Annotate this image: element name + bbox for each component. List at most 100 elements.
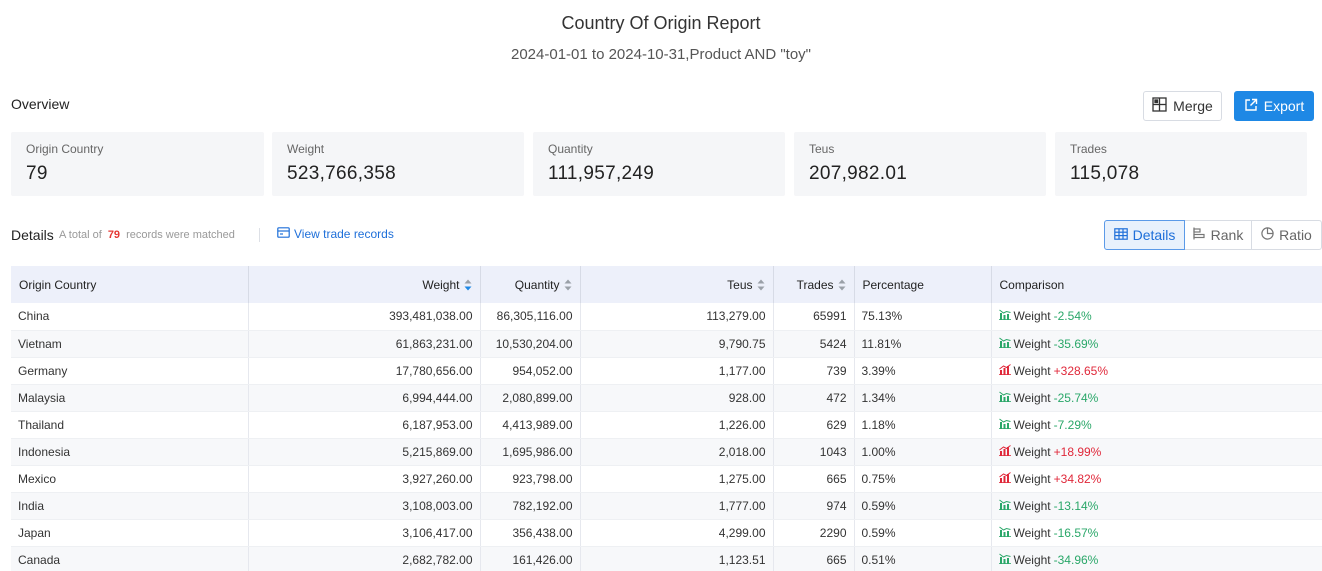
cell-country: Canada xyxy=(11,546,249,571)
cell-comparison: Weight -25.74% xyxy=(991,384,1322,412)
cell-percentage: 75.13% xyxy=(854,303,992,331)
report-subtitle: 2024-01-01 to 2024-10-31,Product AND "to… xyxy=(511,46,811,63)
trend-down-icon xyxy=(998,526,1011,540)
cell-trades: 629 xyxy=(773,411,855,439)
cell-teus: 9,790.75 xyxy=(580,330,774,358)
cell-trades: 1043 xyxy=(773,438,855,466)
col-header-quantity-label: Quantity xyxy=(514,277,560,292)
cell-comparison: Weight +34.82% xyxy=(991,465,1322,493)
comparison-label: Weight xyxy=(1013,309,1051,324)
records-matched-note: A total of 79 records were matched xyxy=(59,229,235,241)
stat-value: 523,766,358 xyxy=(287,163,396,184)
cell-comparison: Weight -34.96% xyxy=(991,546,1322,571)
col-header-country: Origin Country xyxy=(11,266,249,303)
cell-trades: 2290 xyxy=(773,519,855,547)
trend-down-icon xyxy=(998,553,1011,567)
view-rank-button[interactable]: Rank xyxy=(1184,220,1252,250)
stat-label: Trades xyxy=(1070,142,1107,156)
table-row[interactable]: Indonesia 5,215,869.00 1,695,986.00 2,018.0… xyxy=(11,438,1322,466)
table-row[interactable]: Mexico 3,927,260.00 923,798.00 1,275.00 665 0… xyxy=(11,465,1322,493)
view-details-label: Details xyxy=(1132,227,1176,243)
export-button[interactable]: Export xyxy=(1234,91,1314,121)
table-row[interactable]: China 393,481,038.00 86,305,116.00 113,279.… xyxy=(11,303,1322,331)
comparison-value: +328.65% xyxy=(1053,363,1109,378)
comparison-label: Weight xyxy=(1013,498,1051,513)
sort-icon[interactable] xyxy=(564,279,572,291)
cell-comparison: Weight -13.14% xyxy=(991,492,1322,520)
cell-comparison: Weight -35.69% xyxy=(991,330,1322,358)
stat-label: Weight xyxy=(287,142,325,156)
stat-label: Quantity xyxy=(548,142,593,156)
col-header-teus-label: Teus xyxy=(727,277,753,292)
cell-percentage: 0.51% xyxy=(854,546,992,571)
merge-icon xyxy=(1152,97,1167,115)
table-row[interactable]: Thailand 6,187,953.00 4,413,989.00 1,226.00… xyxy=(11,411,1322,439)
stat-card-trades: Trades 115,078 xyxy=(1055,132,1307,196)
sort-icon[interactable] xyxy=(757,279,765,291)
cell-comparison: Weight -7.29% xyxy=(991,411,1322,439)
comparison-value: +34.82% xyxy=(1053,471,1102,486)
cell-country: Mexico xyxy=(11,465,249,493)
view-trade-records-link[interactable]: View trade records xyxy=(277,227,394,241)
cell-teus: 928.00 xyxy=(580,384,774,412)
table-row[interactable]: India 3,108,003.00 782,192.00 1,777.00 974 0.… xyxy=(11,492,1322,520)
cell-country: China xyxy=(11,303,249,331)
col-header-trades-label: Trades xyxy=(796,277,834,292)
cell-teus: 1,177.00 xyxy=(580,357,774,385)
col-header-quantity[interactable]: Quantity xyxy=(480,266,581,303)
col-header-weight-label: Weight xyxy=(422,277,460,292)
trend-down-icon xyxy=(998,391,1011,405)
cell-percentage: 1.34% xyxy=(854,384,992,412)
comparison-label: Weight xyxy=(1013,336,1051,351)
table-row[interactable]: Malaysia 6,994,444.00 2,080,899.00 928.00 47… xyxy=(11,384,1322,412)
cell-country: Vietnam xyxy=(11,330,249,358)
cell-percentage: 0.59% xyxy=(854,519,992,547)
cell-comparison: Weight +18.99% xyxy=(991,438,1322,466)
sort-icon[interactable] xyxy=(464,279,472,291)
trend-down-icon xyxy=(998,418,1011,432)
cell-trades: 739 xyxy=(773,357,855,385)
col-header-teus[interactable]: Teus xyxy=(580,266,774,303)
comparison-label: Weight xyxy=(1013,471,1051,486)
table-row[interactable]: Canada 2,682,782.00 161,426.00 1,123.51 665 0… xyxy=(11,546,1322,571)
cell-teus: 4,299.00 xyxy=(580,519,774,547)
cell-quantity: 161,426.00 xyxy=(480,546,581,571)
cell-percentage: 0.75% xyxy=(854,465,992,493)
cell-quantity: 2,080,899.00 xyxy=(480,384,581,412)
merge-label: Merge xyxy=(1173,98,1213,114)
view-switcher: Details Rank Ratio xyxy=(1104,220,1322,250)
stat-value: 79 xyxy=(26,163,48,184)
cell-weight: 3,106,417.00 xyxy=(248,519,481,547)
details-heading: Details xyxy=(11,227,54,243)
sort-icon[interactable] xyxy=(838,279,846,291)
view-ratio-button[interactable]: Ratio xyxy=(1251,220,1322,250)
cell-weight: 2,682,782.00 xyxy=(248,546,481,571)
comparison-value: -16.57% xyxy=(1053,525,1099,540)
comparison-value: -7.29% xyxy=(1053,417,1092,432)
cell-trades: 974 xyxy=(773,492,855,520)
merge-button[interactable]: Merge xyxy=(1143,91,1222,121)
cell-quantity: 923,798.00 xyxy=(480,465,581,493)
trend-up-icon xyxy=(998,363,1011,378)
table-icon xyxy=(1113,227,1128,243)
stat-card-quantity: Quantity 111,957,249 xyxy=(533,132,785,196)
cell-quantity: 4,413,989.00 xyxy=(480,411,581,439)
table-row[interactable]: Japan 3,106,417.00 356,438.00 4,299.00 2290 0… xyxy=(11,519,1322,547)
cell-percentage: 1.00% xyxy=(854,438,992,466)
stat-label: Origin Country xyxy=(26,142,104,156)
cell-country: Thailand xyxy=(11,411,249,439)
stat-value: 207,982.01 xyxy=(809,163,908,184)
table-row[interactable]: Germany 17,780,656.00 954,052.00 1,177.00 73… xyxy=(11,357,1322,385)
cell-teus: 2,018.00 xyxy=(580,438,774,466)
comparison-label: Weight xyxy=(1013,363,1051,378)
cell-trades: 65991 xyxy=(773,303,855,331)
pie-icon xyxy=(1261,227,1274,243)
view-details-button[interactable]: Details xyxy=(1104,220,1185,250)
stat-value: 111,957,249 xyxy=(548,163,655,184)
table-row[interactable]: Vietnam 61,863,231.00 10,530,204.00 9,790.7… xyxy=(11,330,1322,358)
col-header-trades[interactable]: Trades xyxy=(773,266,855,303)
col-header-weight[interactable]: Weight xyxy=(248,266,481,303)
comparison-label: Weight xyxy=(1013,552,1051,567)
comparison-label: Weight xyxy=(1013,525,1051,540)
cell-quantity: 86,305,116.00 xyxy=(480,303,581,331)
